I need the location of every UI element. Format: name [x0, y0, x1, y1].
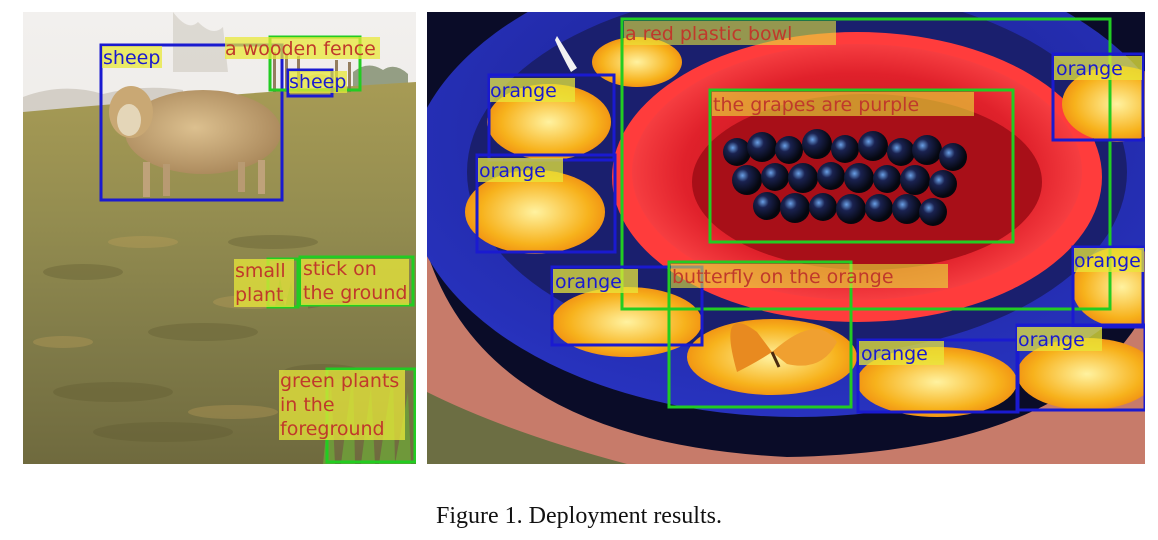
label-plant: plant [235, 284, 283, 306]
detection-box-orange-3 [1051, 52, 1145, 142]
detection-box-orange-4 [1071, 245, 1145, 329]
label-orange-3: orange [1056, 58, 1123, 80]
detection-box-sheep [99, 43, 284, 202]
detection-box-grapes [708, 88, 1015, 244]
detection-box-orange-5 [550, 265, 704, 347]
label-wooden-fence: a wooden fence [225, 38, 376, 60]
label-small: small [235, 260, 286, 282]
butterfly [730, 323, 837, 372]
detection-box-orange-7 [1015, 323, 1145, 412]
sheep-figure [109, 86, 281, 197]
label-stick-on: stick on [303, 258, 377, 280]
label-orange-1: orange [490, 80, 557, 102]
label-red-plastic-bowl: a red plastic bowl [625, 23, 792, 45]
label-orange-2: orange [479, 160, 546, 182]
label-grapes: the grapes are purple [713, 94, 919, 116]
label-butterfly: butterfly on the orange [672, 266, 894, 288]
figure-caption: Figure 1. Deployment results. [436, 503, 722, 529]
sheep-photo-panel: sheep a wooden fence sheep small plant s… [23, 12, 416, 464]
detection-box-butterfly [667, 260, 853, 409]
label-orange-5: orange [555, 271, 622, 293]
label-foreground: foreground [280, 418, 385, 440]
label-orange-6: orange [861, 343, 928, 365]
detection-box-red-bowl [620, 17, 1112, 311]
grapes-cluster [723, 129, 967, 226]
label-in-the: in the [280, 394, 335, 416]
detection-box-orange-2 [475, 153, 617, 254]
fruit-bowl-photo-panel: a red plastic bowl the grapes are purple… [427, 12, 1145, 464]
label-orange-7: orange [1018, 329, 1085, 351]
label-sheep-small: sheep [289, 71, 346, 93]
label-the-ground: the ground [303, 282, 407, 304]
label-orange-4: orange [1074, 250, 1141, 272]
sheep-photo: sheep a wooden fence sheep small plant s… [23, 12, 416, 464]
fruit-bowl-photo: a red plastic bowl the grapes are purple… [427, 12, 1145, 464]
label-sheep: sheep [103, 47, 160, 69]
label-green-plants: green plants [280, 370, 399, 392]
